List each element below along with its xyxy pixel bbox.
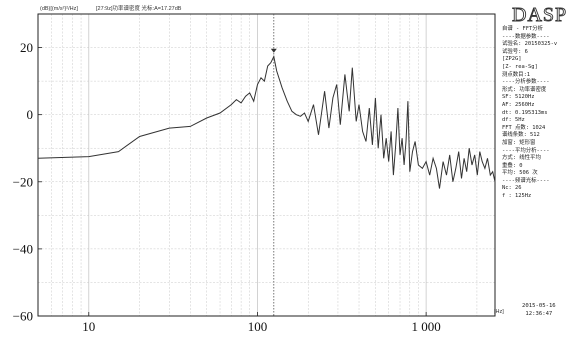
info-line: [Z- rea-Sg] <box>502 63 538 70</box>
footer-time: 12:36:47 <box>525 311 553 317</box>
header-unit: [Hz] <box>494 309 504 315</box>
ticks: −60 −40 −20 0 20 10 100 1 000 <box>13 40 441 334</box>
y-tick-label: −60 <box>13 309 33 324</box>
brand-logo: DASP <box>512 4 568 27</box>
info-line: ----平均分析---- <box>502 147 550 154</box>
info-line: 试验名: 20150325-v <box>502 41 558 48</box>
grid <box>37 13 495 317</box>
info-line: AF: 2560Hz <box>502 101 535 108</box>
timestamp: 2015-05-16 12:36:47 <box>522 302 556 318</box>
plot-frame <box>37 13 496 317</box>
y-tick-label: 20 <box>20 40 33 55</box>
y-tick-label: −20 <box>13 174 33 189</box>
info-line: df: 5Hz <box>502 117 525 124</box>
cursor-marker <box>270 48 277 53</box>
info-line: Nc: 26 <box>502 185 522 192</box>
info-line: 形式: 功率谱密度 <box>502 86 547 93</box>
y-tick-label: 0 <box>27 107 34 122</box>
info-list: 自谱 - FFT分析 ----数据参数---- 试验名: 20150325-v 试验号… <box>502 26 584 201</box>
info-line: 试验号: 6 <box>502 48 528 55</box>
header-middle: [27:9z]功率谱密度 光标:A=17.27dB <box>96 4 182 12</box>
y-tick-label: −40 <box>13 241 33 256</box>
info-line: ----分析参数---- <box>502 79 550 86</box>
x-tick-label: 1 000 <box>412 319 441 334</box>
info-line: SF: 5120Hz <box>502 94 535 101</box>
info-line: ----数据参数---- <box>502 33 550 40</box>
info-line: FFT 点数: 1024 <box>502 124 546 131</box>
header-left: (dB)[(m/s²)²/Hz] <box>40 6 78 12</box>
info-line: 自谱 - FFT分析 <box>502 26 544 32</box>
info-line: 方式: 线性平均 <box>502 155 541 162</box>
info-line: 重叠: 0 <box>502 162 523 169</box>
cursor-point <box>270 48 277 53</box>
info-line: [ZP2G] <box>502 56 522 63</box>
footer-date: 2015-05-16 <box>522 303 556 309</box>
info-line: 加窗: 矩形窗 <box>502 139 536 146</box>
x-tick-label: 10 <box>82 319 95 334</box>
info-line: 测点数目:1 <box>502 71 531 78</box>
info-line: ----频谱光标---- <box>502 177 550 184</box>
info-line: 谱线条数: 512 <box>502 132 540 139</box>
info-line: dt: 0.195313ms <box>502 109 548 116</box>
series-line <box>37 55 496 189</box>
info-line: 平均: 506 次 <box>502 170 538 177</box>
info-panel: DASP 自谱 - FFT分析 ----数据参数---- 试验名: 20150325… <box>500 4 584 334</box>
x-tick-label: 100 <box>248 319 268 334</box>
info-line: f : 125Hz <box>502 193 532 200</box>
